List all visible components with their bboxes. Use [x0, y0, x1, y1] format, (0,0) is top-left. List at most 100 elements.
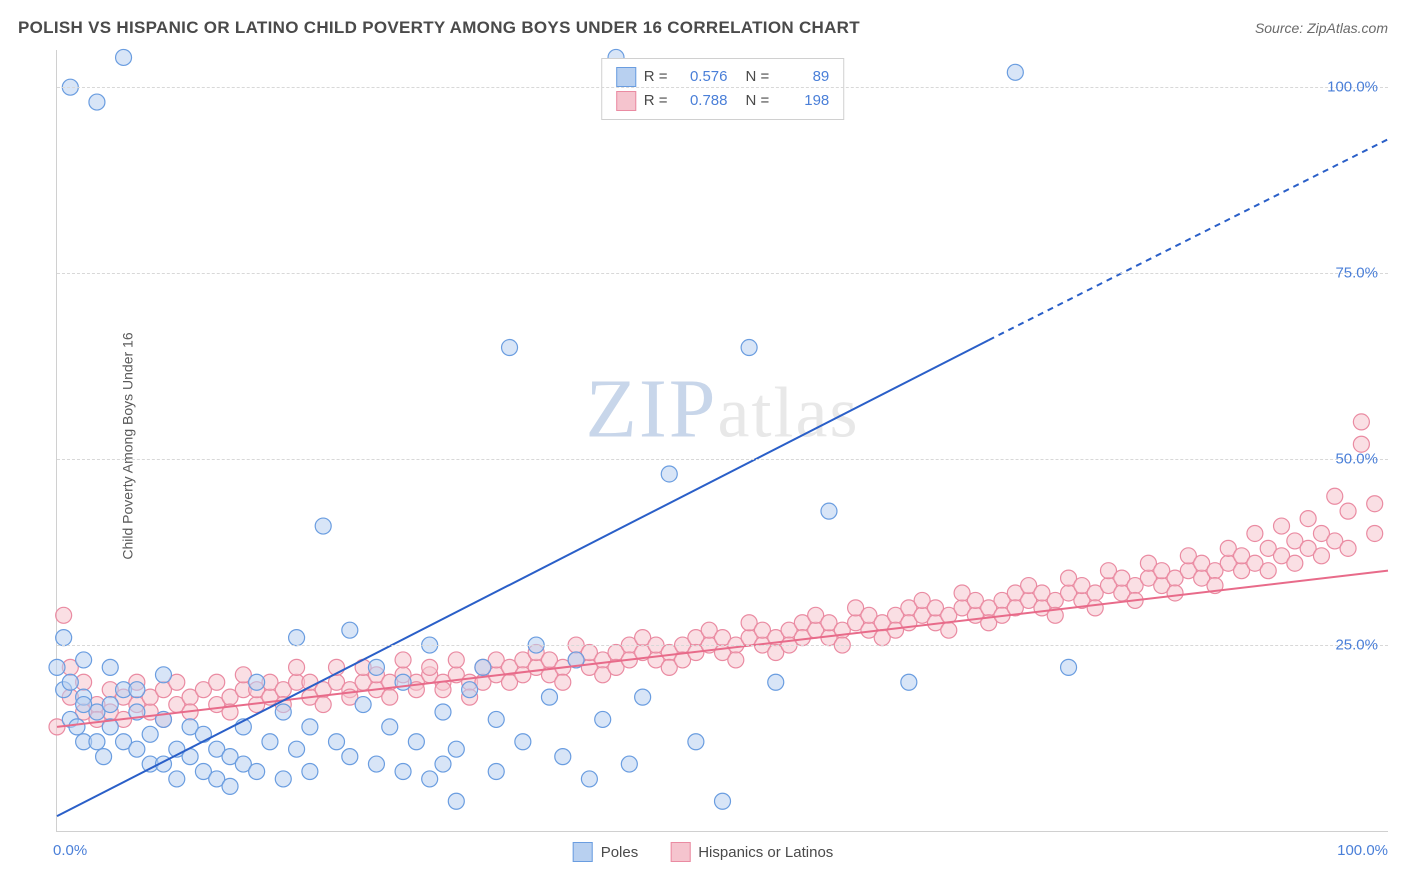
pink-point [209, 674, 225, 690]
legend-row-pink: R = 0.788 N = 198 [616, 89, 830, 113]
blue-point [635, 689, 651, 705]
legend-correlation-stats: R = 0.576 N = 89 R = 0.788 N = 198 [601, 58, 845, 120]
blue-point [69, 719, 85, 735]
blue-point [262, 734, 278, 750]
blue-point [76, 697, 92, 713]
blue-point [661, 466, 677, 482]
blue-point [315, 518, 331, 534]
pink-point [435, 682, 451, 698]
blue-point [422, 771, 438, 787]
blue-point [56, 630, 72, 646]
blue-point [142, 726, 158, 742]
pink-point [422, 659, 438, 675]
blue-point [368, 659, 384, 675]
swatch-pink [616, 91, 636, 111]
pink-point [1353, 414, 1369, 430]
legend-item-hispanics: Hispanics or Latinos [670, 842, 833, 862]
x-tick-label: 0.0% [53, 842, 87, 859]
blue-point [275, 704, 291, 720]
blue-point [541, 689, 557, 705]
blue-point [448, 741, 464, 757]
pink-point [941, 622, 957, 638]
blue-point [715, 793, 731, 809]
blue-point [382, 719, 398, 735]
blue-point [129, 741, 145, 757]
blue-point [688, 734, 704, 750]
blue-point [249, 674, 265, 690]
blue-point [1007, 64, 1023, 80]
blue-point [488, 711, 504, 727]
blue-point [435, 704, 451, 720]
pink-point [395, 652, 411, 668]
pink-point [448, 652, 464, 668]
blue-point [89, 734, 105, 750]
blue-point [289, 741, 305, 757]
pink-point [1247, 525, 1263, 541]
pink-point [1167, 585, 1183, 601]
y-tick-label: 100.0% [1327, 79, 1378, 96]
blue-point [155, 667, 171, 683]
pink-point [315, 697, 331, 713]
swatch-blue [573, 842, 593, 862]
legend-item-poles: Poles [573, 842, 639, 862]
y-tick-label: 50.0% [1335, 451, 1378, 468]
blue-point [1061, 659, 1077, 675]
pink-trendline [57, 571, 1388, 727]
blue-point [342, 749, 358, 765]
legend-series: Poles Hispanics or Latinos [573, 842, 834, 862]
blue-point [515, 734, 531, 750]
blue-point [102, 697, 118, 713]
pink-point [1287, 555, 1303, 571]
blue-point [195, 726, 211, 742]
blue-point [502, 340, 518, 356]
blue-point [408, 734, 424, 750]
pink-point [382, 689, 398, 705]
blue-point [96, 749, 112, 765]
pink-point [1087, 600, 1103, 616]
blue-point [595, 711, 611, 727]
pink-point [728, 652, 744, 668]
blue-point [355, 697, 371, 713]
source-attribution: Source: ZipAtlas.com [1255, 20, 1388, 36]
blue-point [289, 630, 305, 646]
y-tick-label: 75.0% [1335, 265, 1378, 282]
blue-point [169, 771, 185, 787]
y-tick-label: 25.0% [1335, 637, 1378, 654]
blue-point [329, 734, 345, 750]
blue-point [116, 49, 132, 65]
blue-point [302, 763, 318, 779]
blue-point [488, 763, 504, 779]
blue-point [475, 659, 491, 675]
blue-point [821, 503, 837, 519]
gridline-h [57, 459, 1388, 460]
pink-point [56, 607, 72, 623]
blue-point [49, 659, 65, 675]
pink-point [1340, 503, 1356, 519]
blue-trendline-dashed [989, 139, 1388, 340]
blue-point [581, 771, 597, 787]
swatch-pink [670, 842, 690, 862]
pink-point [289, 659, 305, 675]
blue-point [89, 94, 105, 110]
pink-point [1340, 540, 1356, 556]
chart-plot-area: ZIPatlas R = 0.576 N = 89 R = 0.788 N = … [56, 50, 1388, 832]
blue-point [901, 674, 917, 690]
blue-point [76, 652, 92, 668]
pink-point [555, 674, 571, 690]
pink-point [1313, 548, 1329, 564]
blue-point [768, 674, 784, 690]
pink-point [1367, 525, 1383, 541]
swatch-blue [616, 67, 636, 87]
pink-point [1274, 518, 1290, 534]
gridline-h [57, 273, 1388, 274]
blue-point [62, 674, 78, 690]
blue-point [222, 778, 238, 794]
chart-title: POLISH VS HISPANIC OR LATINO CHILD POVER… [18, 18, 860, 38]
blue-point [249, 763, 265, 779]
blue-point [741, 340, 757, 356]
blue-point [448, 793, 464, 809]
pink-point [1300, 511, 1316, 527]
blue-point [342, 622, 358, 638]
pink-point [1367, 496, 1383, 512]
pink-point [1327, 488, 1343, 504]
